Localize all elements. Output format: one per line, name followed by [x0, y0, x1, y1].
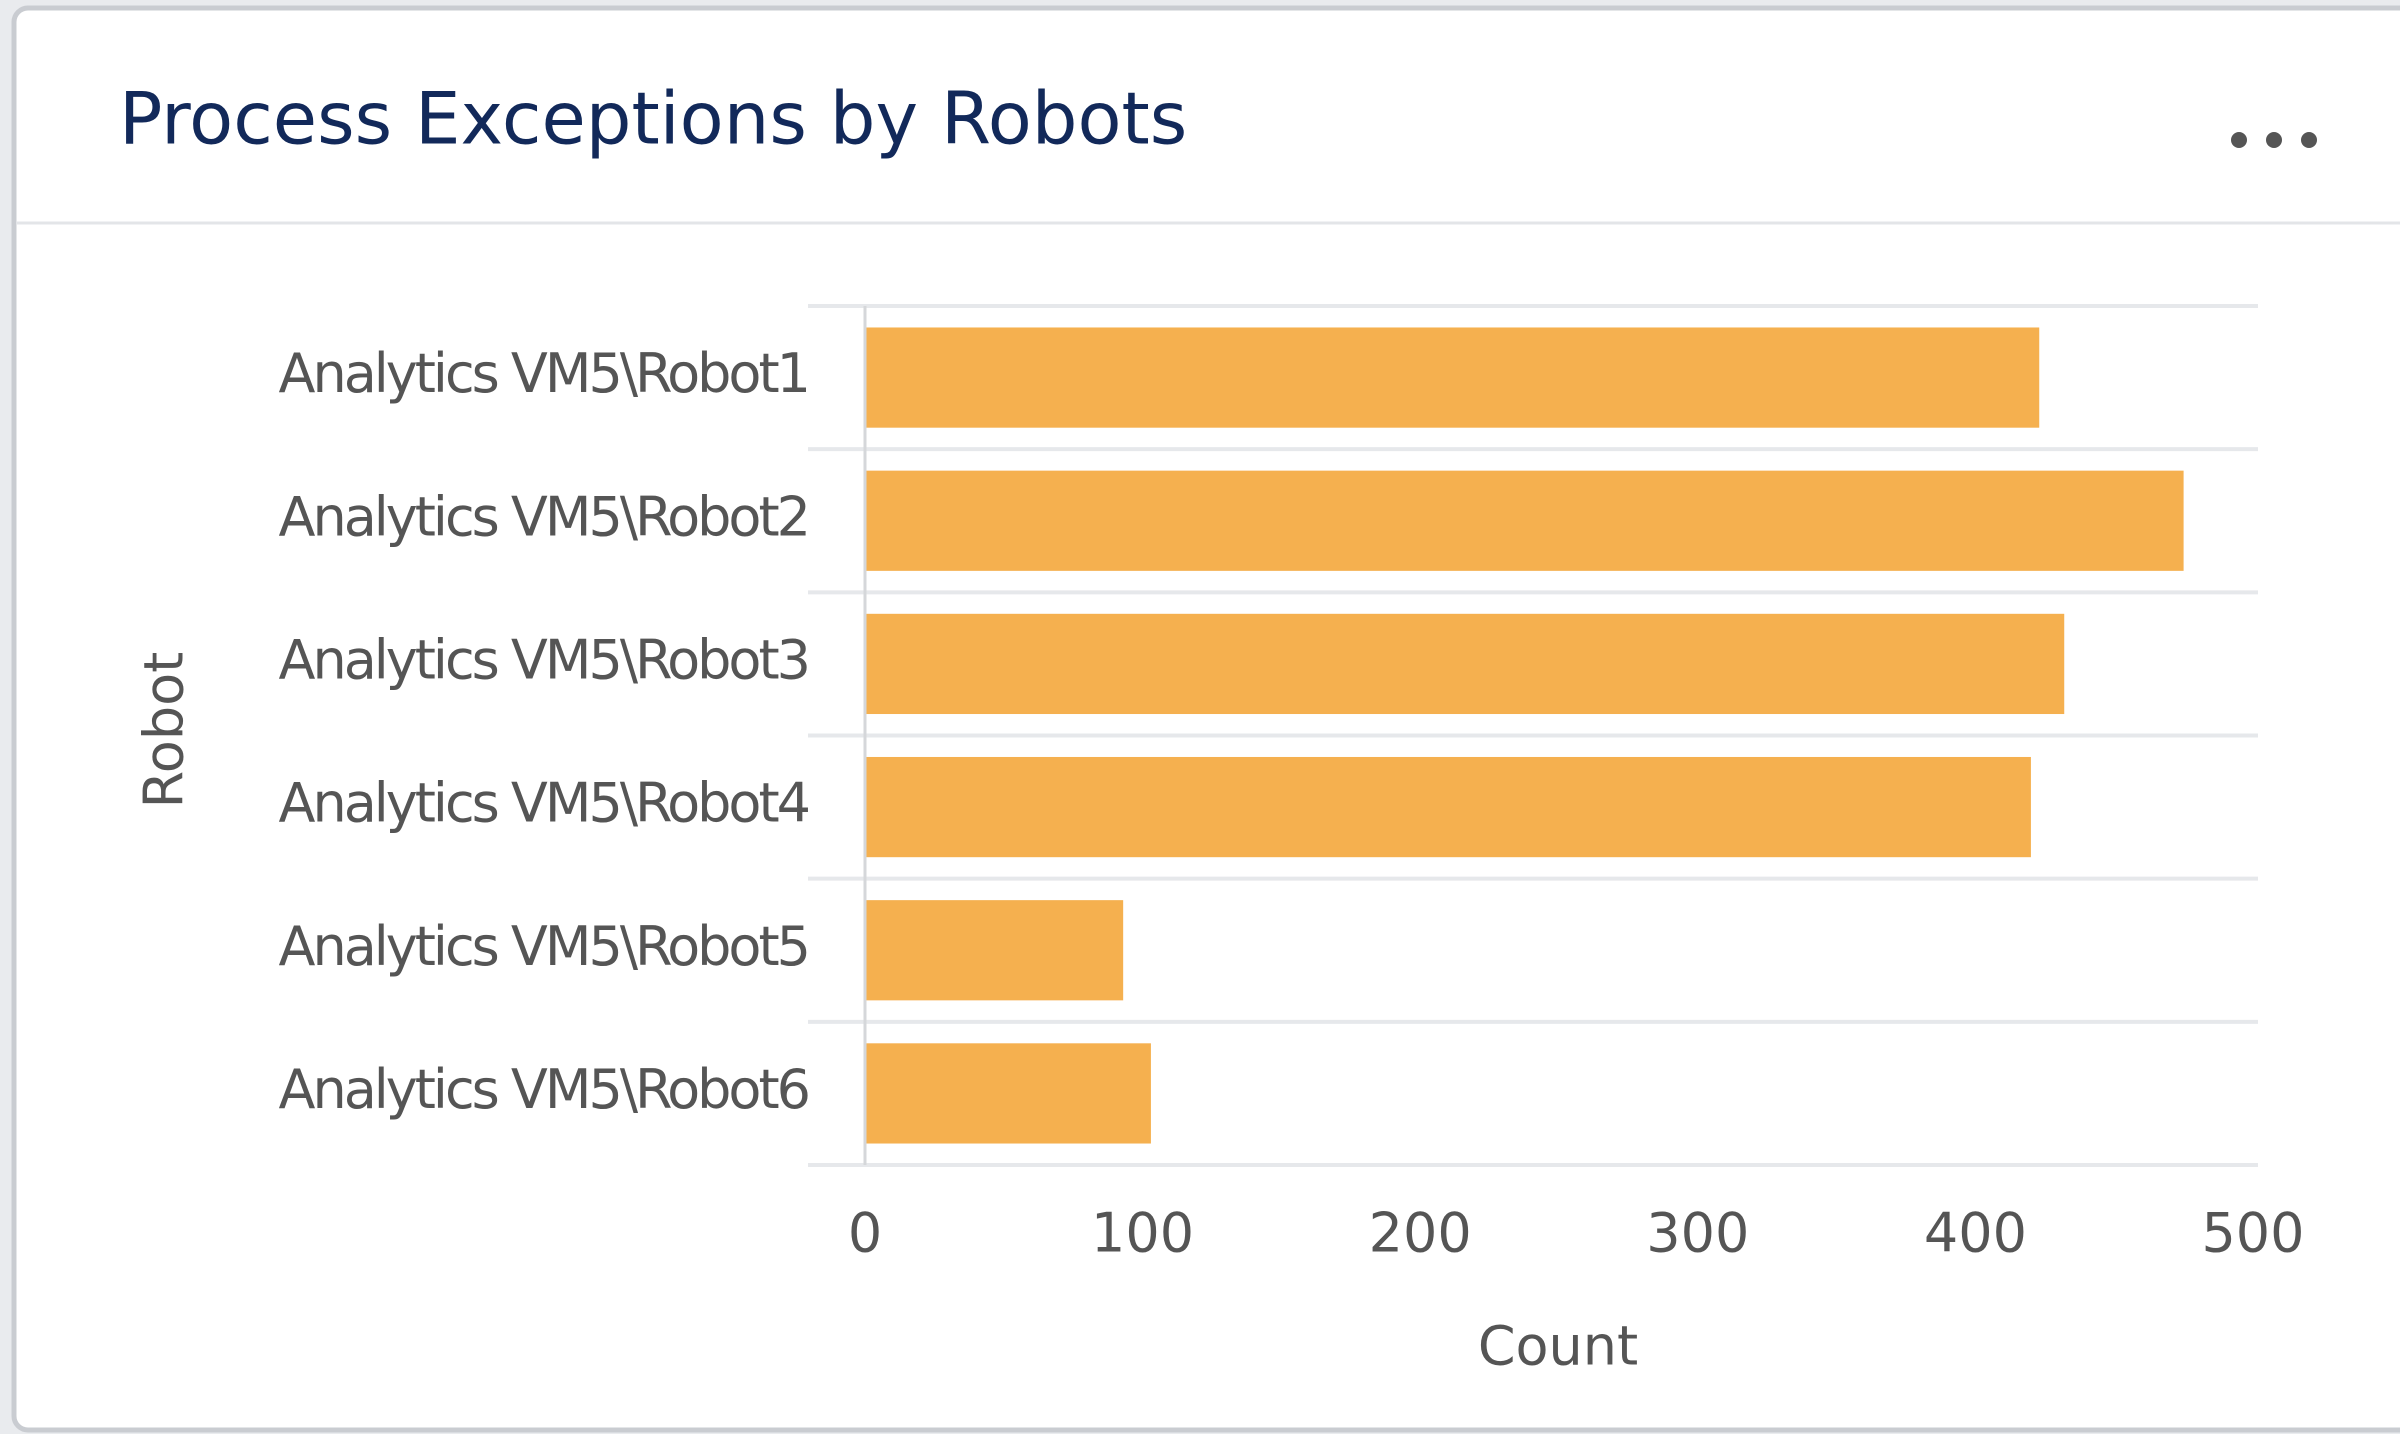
bar: [865, 613, 2065, 715]
x-tick-label: 500: [2201, 1202, 2304, 1265]
y-tick-label: Analytics VM5\Robot3: [279, 629, 808, 692]
bar: [865, 327, 2040, 428]
x-tick-label: 400: [1924, 1202, 2027, 1265]
menu-dot[interactable]: [2266, 132, 2282, 148]
menu-dot[interactable]: [2231, 132, 2247, 148]
bar: [865, 900, 1124, 1001]
x-tick-label: 0: [848, 1202, 882, 1265]
x-tick-label: 200: [1369, 1202, 1472, 1265]
x-tick-label: 100: [1091, 1202, 1194, 1265]
bar: [865, 756, 2031, 858]
y-tick-label: Analytics VM5\Robot4: [279, 772, 809, 835]
y-tick-label: Analytics VM5\Robot6: [279, 1058, 808, 1121]
bar: [865, 470, 2184, 571]
y-axis-label: Robot: [133, 652, 196, 809]
menu-dot[interactable]: [2301, 132, 2317, 148]
x-axis-label: Count: [1478, 1315, 1638, 1378]
bar: [865, 1043, 1151, 1144]
y-tick-label: Analytics VM5\Robot2: [279, 485, 808, 548]
x-tick-label: 300: [1646, 1202, 1749, 1265]
chart-title: Process Exceptions by Robots: [119, 77, 1187, 161]
card: [11, 5, 2400, 1433]
y-tick-label: Analytics VM5\Robot5: [279, 915, 808, 978]
menu-button[interactable]: [2231, 132, 2317, 148]
y-tick-label: Analytics VM5\Robot1: [279, 342, 808, 405]
